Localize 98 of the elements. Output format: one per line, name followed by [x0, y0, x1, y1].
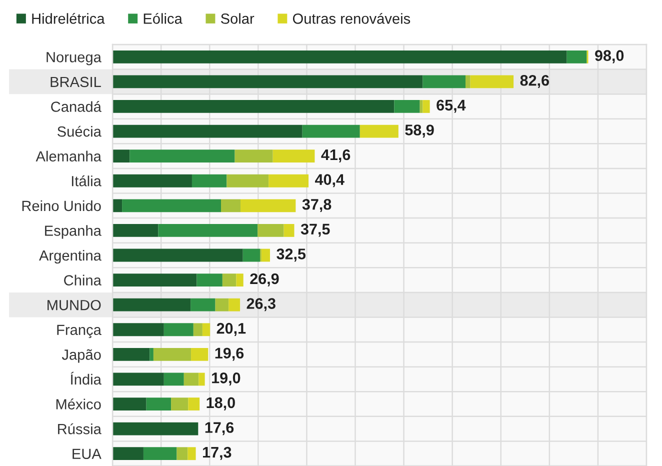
legend-label: Solar	[220, 13, 254, 24]
y-tick-label: Reino Unido	[22, 200, 101, 212]
y-tick-label: Canadá	[51, 101, 102, 112]
y-tick-label: Índia	[70, 372, 102, 385]
annotation: 17,3	[203, 446, 232, 460]
bar	[196, 274, 222, 286]
bar	[234, 150, 273, 163]
annotation: 37,8	[302, 198, 332, 212]
bar	[192, 174, 227, 188]
bar	[112, 298, 191, 312]
bar	[122, 199, 221, 212]
bar	[164, 323, 194, 336]
bar	[470, 75, 514, 88]
bar	[112, 398, 146, 410]
annotation: 20,1	[216, 322, 246, 336]
bar	[158, 224, 258, 237]
bar	[394, 100, 420, 113]
bar	[198, 372, 205, 386]
bar	[284, 224, 294, 237]
y-tick-label: EUA	[72, 448, 102, 460]
legend-label: Outras renováveis	[292, 12, 410, 24]
bar	[112, 50, 567, 64]
bar	[176, 447, 188, 460]
y-tick-label: Alemanha	[36, 150, 102, 162]
bar	[193, 323, 202, 336]
bar	[215, 298, 229, 312]
bar	[302, 124, 360, 138]
legend-label: Eólica	[144, 12, 182, 24]
y-tick-label: Japão	[62, 349, 101, 363]
bar	[112, 372, 164, 386]
annotation: 19,0	[212, 372, 240, 386]
bar	[164, 372, 184, 386]
bar	[236, 274, 244, 286]
bar	[258, 224, 284, 237]
bar	[130, 150, 235, 163]
bar	[150, 348, 154, 361]
y-tick-label: MUNDO	[48, 300, 101, 310]
bar	[222, 274, 236, 286]
bar	[112, 199, 122, 212]
y-tick-label: México	[56, 398, 101, 410]
y-tick-label: Suécia	[58, 126, 102, 137]
bar	[146, 398, 172, 410]
annotation: 18,0	[206, 397, 235, 410]
y-tick-label: França	[57, 324, 102, 338]
annotation: 26,9	[250, 273, 279, 286]
bar	[153, 348, 192, 361]
bar	[422, 75, 466, 88]
bar	[272, 150, 315, 163]
y-tick-label: China	[64, 274, 102, 286]
bar	[242, 248, 260, 262]
annotation: 40,4	[315, 174, 344, 188]
bar	[143, 447, 177, 460]
bar	[112, 274, 197, 286]
bar	[228, 298, 240, 312]
annotation: 82,6	[520, 74, 549, 88]
annotation: 19,6	[215, 348, 244, 361]
annotation: 37,5	[300, 224, 330, 237]
bar	[112, 248, 243, 262]
annotation: 41,6	[321, 149, 350, 162]
bar	[221, 199, 240, 212]
bar	[240, 199, 296, 212]
bar	[268, 174, 309, 188]
y-tick-label: Rússia	[58, 423, 102, 434]
bar	[112, 422, 198, 436]
legend-label: Hidrelétrica	[32, 12, 105, 24]
y-tick-label: Argentina	[39, 250, 102, 264]
annotation: 98,0	[595, 50, 624, 64]
bar	[112, 100, 394, 113]
y-tick-label: Espanha	[45, 225, 102, 239]
annotation: 26,3	[246, 298, 276, 312]
annotation: 32,5	[276, 248, 306, 262]
annotation: 65,4	[436, 100, 466, 113]
y-tick-label: BRASIL	[50, 76, 101, 88]
bar	[112, 447, 144, 460]
bar	[566, 50, 587, 64]
bar	[190, 298, 216, 312]
bar	[112, 75, 423, 88]
bar	[112, 323, 164, 336]
bar	[112, 174, 192, 188]
bar	[191, 348, 208, 361]
bar	[184, 372, 199, 386]
bar	[202, 323, 210, 336]
bar	[422, 100, 430, 113]
bar	[466, 75, 470, 88]
bar	[188, 447, 196, 460]
annotation: 58,9	[405, 124, 434, 138]
bar	[112, 124, 302, 138]
bar	[112, 224, 158, 237]
y-tick-label: Noruega	[46, 52, 102, 66]
bar	[112, 348, 150, 361]
bar	[261, 248, 270, 262]
bar	[360, 124, 398, 138]
bar	[226, 174, 269, 188]
bar	[188, 398, 200, 410]
y-tick-label: Itália	[72, 175, 102, 186]
bar	[112, 150, 130, 163]
bar	[171, 398, 188, 410]
annotation: 17,6	[205, 422, 234, 436]
